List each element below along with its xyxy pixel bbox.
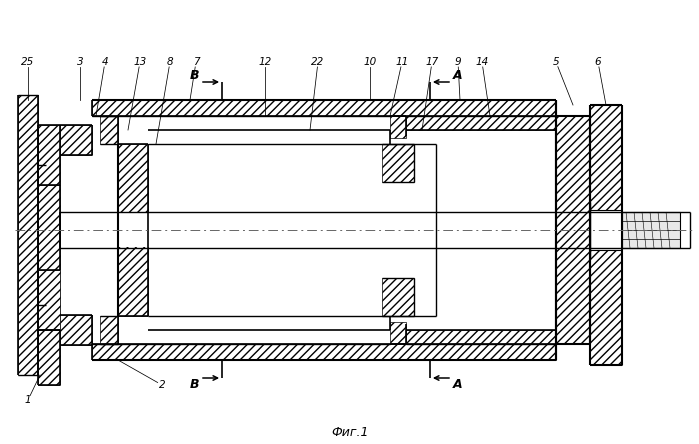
Text: 13: 13 [134,57,147,67]
Text: 4: 4 [101,57,108,67]
Text: 6: 6 [595,57,601,67]
Text: 10: 10 [363,57,377,67]
Text: 25: 25 [22,57,35,67]
Bar [61,213,555,247]
Text: 14: 14 [475,57,489,67]
Text: 5: 5 [553,57,559,67]
Bar [38,270,60,330]
Bar [590,210,622,250]
Bar [148,145,389,315]
Bar [92,344,556,360]
Text: 12: 12 [259,57,272,67]
Text: 8: 8 [166,57,173,67]
Text: B: B [189,378,199,392]
Bar [590,105,622,365]
Bar [118,144,148,316]
Text: A: A [453,68,463,82]
Bar [406,116,556,130]
Bar [556,116,590,344]
Bar [38,185,60,330]
Bar [622,212,680,248]
Bar [406,330,556,344]
Text: 7: 7 [193,57,199,67]
Bar [18,95,38,375]
Bar [92,100,556,116]
Text: 2: 2 [159,380,165,390]
Text: 1: 1 [24,395,31,405]
Bar [382,278,414,316]
Bar [38,125,60,185]
Bar [390,322,406,344]
Text: 22: 22 [311,57,324,67]
Text: 3: 3 [77,57,83,67]
Bar [100,316,118,344]
Bar [100,116,118,144]
Bar [60,125,92,155]
Bar [390,116,406,138]
Text: A: A [453,378,463,392]
Text: B: B [189,68,199,82]
Text: Фиг.1: Фиг.1 [331,425,369,439]
Bar [382,144,414,182]
Bar [60,315,92,345]
Text: 17: 17 [426,57,439,67]
Bar [38,330,60,385]
Text: 11: 11 [396,57,409,67]
Text: 9: 9 [454,57,461,67]
